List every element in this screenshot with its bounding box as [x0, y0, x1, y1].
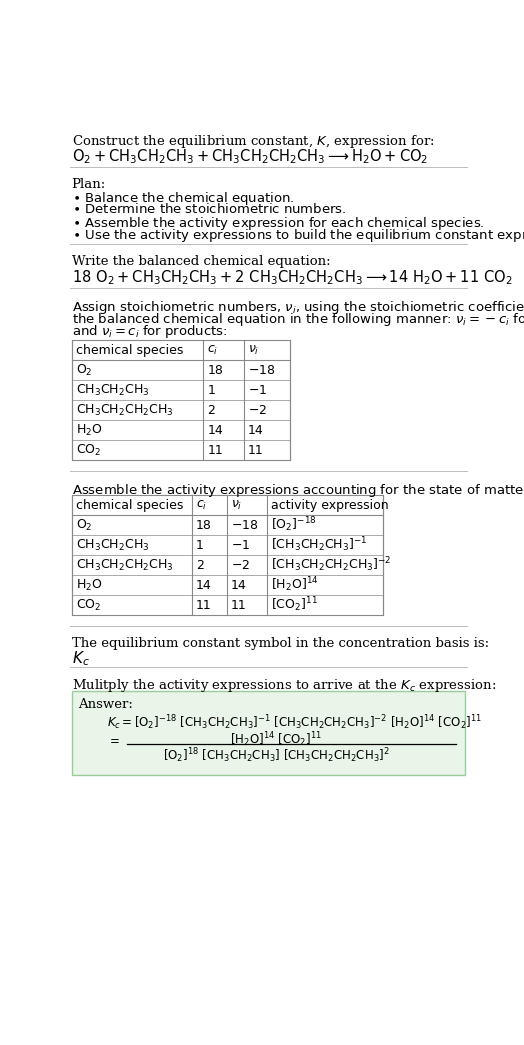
FancyBboxPatch shape [72, 691, 465, 775]
Text: and $\nu_i = c_i$ for products:: and $\nu_i = c_i$ for products: [72, 323, 227, 341]
Text: $\mathrm{CO_2}$: $\mathrm{CO_2}$ [75, 443, 101, 458]
Text: 1: 1 [208, 384, 215, 397]
Text: $[\mathrm{CO_2}]^{11}$: $[\mathrm{CO_2}]^{11}$ [271, 596, 318, 614]
Text: $K_c = [\mathrm{O_2}]^{-18}\ [\mathrm{CH_3CH_2CH_3}]^{-1}\ [\mathrm{CH_3CH_2CH_2: $K_c = [\mathrm{O_2}]^{-18}\ [\mathrm{CH… [106, 714, 482, 733]
Text: 11: 11 [248, 444, 264, 457]
Text: $\mathrm{H_2O}$: $\mathrm{H_2O}$ [75, 423, 102, 438]
Text: $\mathrm{O_2}$: $\mathrm{O_2}$ [75, 517, 92, 533]
Text: 14: 14 [208, 424, 223, 437]
Text: Assign stoichiometric numbers, $\nu_i$, using the stoichiometric coefficients, $: Assign stoichiometric numbers, $\nu_i$, … [72, 299, 524, 316]
Text: chemical species: chemical species [75, 498, 183, 511]
Text: $-1$: $-1$ [248, 384, 267, 397]
Text: Plan:: Plan: [72, 178, 106, 191]
Text: $c_i$: $c_i$ [195, 498, 207, 512]
Text: 11: 11 [208, 444, 223, 457]
Text: Assemble the activity expressions accounting for the state of matter and $\nu_i$: Assemble the activity expressions accoun… [72, 482, 524, 498]
Text: $-1$: $-1$ [231, 538, 250, 552]
Text: $-2$: $-2$ [248, 403, 267, 417]
Text: $K_c$: $K_c$ [72, 650, 90, 669]
Text: $\bullet$ Assemble the activity expression for each chemical species.: $\bullet$ Assemble the activity expressi… [72, 214, 484, 232]
Text: Construct the equilibrium constant, $K$, expression for:: Construct the equilibrium constant, $K$,… [72, 133, 434, 150]
Text: activity expression: activity expression [271, 498, 388, 511]
Text: 14: 14 [231, 579, 246, 591]
Text: 18: 18 [195, 518, 212, 532]
Text: $\mathrm{CH_3CH_2CH_2CH_3}$: $\mathrm{CH_3CH_2CH_2CH_3}$ [75, 558, 173, 573]
FancyBboxPatch shape [72, 341, 290, 461]
Text: $[\mathrm{H_2O}]^{14}\ [\mathrm{CO_2}]^{11}$: $[\mathrm{H_2O}]^{14}\ [\mathrm{CO_2}]^{… [231, 730, 322, 749]
Text: 2: 2 [208, 403, 215, 417]
Text: $-18$: $-18$ [231, 518, 258, 532]
Text: 18: 18 [208, 364, 223, 377]
Text: The equilibrium constant symbol in the concentration basis is:: The equilibrium constant symbol in the c… [72, 636, 489, 650]
Text: $\mathrm{CH_3CH_2CH_3}$: $\mathrm{CH_3CH_2CH_3}$ [75, 382, 149, 398]
Text: 1: 1 [195, 538, 204, 552]
Text: $\mathrm{O_2 + CH_3CH_2CH_3 + CH_3CH_2CH_2CH_3 \longrightarrow H_2O + CO_2}$: $\mathrm{O_2 + CH_3CH_2CH_3 + CH_3CH_2CH… [72, 147, 428, 166]
Text: $\mathrm{18\ O_2 + CH_3CH_2CH_3 + 2\ CH_3CH_2CH_2CH_3 \longrightarrow 14\ H_2O +: $\mathrm{18\ O_2 + CH_3CH_2CH_3 + 2\ CH_… [72, 268, 512, 286]
Text: $\nu_i$: $\nu_i$ [248, 344, 259, 356]
Text: Write the balanced chemical equation:: Write the balanced chemical equation: [72, 255, 330, 268]
Text: $=$: $=$ [106, 734, 119, 746]
Text: Answer:: Answer: [78, 698, 133, 712]
Text: 14: 14 [248, 424, 264, 437]
Text: $-2$: $-2$ [231, 559, 249, 572]
Text: 11: 11 [231, 599, 246, 611]
Text: the balanced chemical equation in the following manner: $\nu_i = -c_i$ for react: the balanced chemical equation in the fo… [72, 311, 524, 328]
Text: chemical species: chemical species [75, 344, 183, 356]
Text: $\mathrm{CH_3CH_2CH_3}$: $\mathrm{CH_3CH_2CH_3}$ [75, 537, 149, 553]
Text: $[\mathrm{CH_3CH_2CH_3}]^{-1}$: $[\mathrm{CH_3CH_2CH_3}]^{-1}$ [271, 536, 367, 555]
Text: 11: 11 [195, 599, 212, 611]
Text: $\mathrm{CO_2}$: $\mathrm{CO_2}$ [75, 598, 101, 612]
Text: $\bullet$ Determine the stoichiometric numbers.: $\bullet$ Determine the stoichiometric n… [72, 203, 346, 216]
Text: $\mathrm{H_2O}$: $\mathrm{H_2O}$ [75, 578, 102, 593]
Text: $\bullet$ Balance the chemical equation.: $\bullet$ Balance the chemical equation. [72, 190, 294, 207]
Text: $[\mathrm{O_2}]^{-18}$: $[\mathrm{O_2}]^{-18}$ [271, 515, 316, 534]
Text: $-18$: $-18$ [248, 364, 275, 377]
Text: $[\mathrm{O_2}]^{18}\ [\mathrm{CH_3CH_2CH_3}]\ [\mathrm{CH_3CH_2CH_2CH_3}]^{2}$: $[\mathrm{O_2}]^{18}\ [\mathrm{CH_3CH_2C… [163, 746, 390, 765]
Text: Mulitply the activity expressions to arrive at the $K_c$ expression:: Mulitply the activity expressions to arr… [72, 677, 496, 695]
Text: $\nu_i$: $\nu_i$ [231, 498, 242, 512]
Text: $[\mathrm{H_2O}]^{14}$: $[\mathrm{H_2O}]^{14}$ [271, 576, 319, 595]
Text: $\mathrm{O_2}$: $\mathrm{O_2}$ [75, 363, 92, 378]
Text: 2: 2 [195, 559, 204, 572]
Text: $c_i$: $c_i$ [208, 344, 219, 356]
Text: $\bullet$ Use the activity expressions to build the equilibrium constant express: $\bullet$ Use the activity expressions t… [72, 227, 524, 245]
Text: 14: 14 [195, 579, 212, 591]
Text: $\mathrm{CH_3CH_2CH_2CH_3}$: $\mathrm{CH_3CH_2CH_2CH_3}$ [75, 402, 173, 418]
FancyBboxPatch shape [72, 495, 383, 616]
Text: $[\mathrm{CH_3CH_2CH_2CH_3}]^{-2}$: $[\mathrm{CH_3CH_2CH_2CH_3}]^{-2}$ [271, 556, 391, 575]
